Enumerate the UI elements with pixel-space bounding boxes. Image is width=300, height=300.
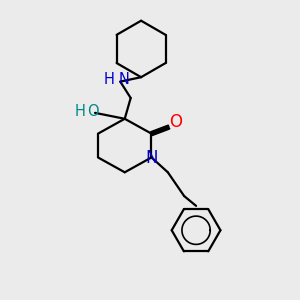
Text: O: O	[87, 104, 98, 119]
Text: O: O	[169, 113, 182, 131]
Text: H: H	[75, 104, 86, 119]
Text: N: N	[119, 72, 130, 87]
Text: N: N	[146, 149, 158, 167]
Text: H: H	[103, 72, 114, 87]
